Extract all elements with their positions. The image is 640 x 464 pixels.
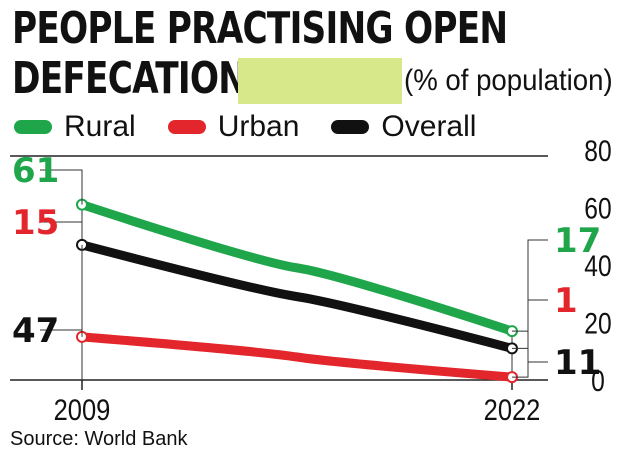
leader-right-urban [512, 299, 548, 378]
value-label-rural-2009: 61 [12, 151, 59, 191]
value-label-urban-2009: 15 [12, 203, 59, 243]
value-label-overall-2022: 11 [554, 343, 601, 383]
y-tick-label-0: 0 [591, 364, 605, 398]
x-tick-label-2009: 2009 [54, 393, 111, 426]
source-note: Source: World Bank [10, 428, 188, 450]
legend-swatch-urban [167, 120, 206, 134]
y-tick-label-40: 40 [584, 249, 611, 283]
legend: Rural Urban Overall [14, 108, 508, 146]
series-line-urban [77, 332, 517, 382]
legend-label-overall: Overall [381, 110, 477, 143]
legend-label-rural: Rural [64, 110, 136, 143]
leader-right-overall [512, 347, 548, 363]
value-label-rural-2022: 17 [554, 221, 601, 261]
x-tick-label-2022: 2022 [484, 393, 541, 426]
legend-item-overall: Overall [331, 110, 476, 144]
legend-swatch-overall [331, 120, 370, 134]
series-line-overall [77, 240, 517, 353]
leader-left-rural [40, 169, 83, 205]
leader-left-overall [40, 244, 83, 331]
legend-item-rural: Rural [14, 110, 136, 144]
legend-item-urban: Urban [167, 110, 300, 144]
title-highlight-block [238, 58, 402, 104]
chart-title-line-2: DEFECATION [12, 53, 247, 104]
y-tick-label-80: 80 [584, 134, 611, 168]
leader-right-rural [512, 239, 548, 332]
legend-label-urban: Urban [217, 110, 300, 143]
y-tick-label-20: 20 [584, 306, 611, 340]
chart-title: PEOPLE PRACTISING OPEN DEFECATION [12, 3, 508, 104]
legend-swatch-rural [14, 120, 52, 134]
unit-label: (% of population) [404, 64, 613, 97]
value-label-overall-2009: 47 [12, 311, 59, 351]
chart-title-line-1: PEOPLE PRACTISING OPEN [12, 3, 508, 54]
value-label-urban-2022: 1 [554, 281, 578, 321]
series-line-rural [77, 200, 517, 336]
y-tick-label-60: 60 [584, 191, 611, 225]
